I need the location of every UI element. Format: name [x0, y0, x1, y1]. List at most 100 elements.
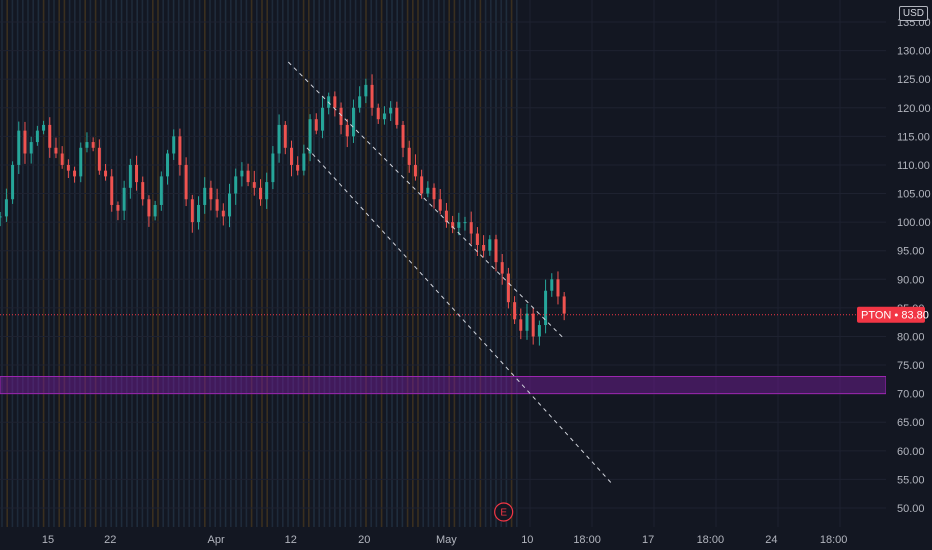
candle-body — [252, 182, 256, 188]
price-axis-ticks: 135.00130.00125.00120.00115.00110.00105.… — [897, 17, 931, 515]
price-tick-label: 125.00 — [897, 74, 931, 86]
candle-body — [54, 147, 58, 154]
price-tick-label: 50.00 — [897, 503, 925, 515]
price-tick-label: 105.00 — [897, 189, 931, 201]
candle-body — [296, 164, 300, 171]
channel-lower-line[interactable] — [306, 147, 614, 486]
candle-body — [240, 170, 244, 177]
time-axis[interactable] — [0, 527, 886, 550]
candle-body — [302, 153, 306, 171]
time-tick-label: Apr — [208, 534, 225, 546]
candle-body — [537, 325, 541, 337]
candle-body — [60, 153, 64, 165]
candle-body — [79, 147, 83, 177]
candle-body — [17, 130, 21, 165]
candle-body — [23, 130, 27, 154]
candle-body — [314, 119, 318, 131]
candle-body — [550, 279, 554, 291]
support-zone[interactable] — [0, 375, 887, 395]
time-tick-label: 12 — [285, 534, 297, 546]
candle-body — [333, 96, 337, 108]
currency-label[interactable]: USD — [898, 6, 928, 21]
candle-body — [215, 199, 219, 211]
price-tick-label: 95.00 — [897, 246, 925, 258]
candle-body — [4, 199, 8, 217]
candle-body — [66, 164, 70, 171]
time-tick-label: 17 — [642, 534, 654, 546]
price-tick-label: 60.00 — [897, 446, 925, 458]
candle-body — [85, 142, 89, 148]
candle-body — [451, 222, 455, 228]
price-tick-label: 55.00 — [897, 474, 925, 486]
price-tick-label: 100.00 — [897, 217, 931, 229]
candle-body — [413, 164, 417, 177]
candle-body — [197, 204, 201, 223]
time-tick-label: 15 — [42, 534, 54, 546]
price-tick-label: 65.00 — [897, 417, 925, 429]
candle-body — [141, 182, 145, 200]
candle-body — [513, 302, 517, 320]
last-price-tag: PTON • 83.80 — [857, 306, 929, 323]
candle-body — [438, 199, 442, 211]
candle-body — [228, 193, 232, 217]
candle-body — [246, 170, 250, 183]
candle-body — [116, 204, 120, 211]
candle-body — [382, 113, 386, 120]
time-tick-label: 22 — [104, 534, 116, 546]
candle-body — [506, 273, 510, 303]
price-tick-label: 120.00 — [897, 103, 931, 115]
candle-body — [271, 153, 275, 183]
candle-body — [159, 176, 163, 205]
candle-body — [234, 176, 238, 194]
candle-body — [221, 210, 225, 217]
price-tick-label: 110.00 — [897, 160, 930, 172]
candle-body — [29, 142, 33, 154]
channel-upper-line[interactable] — [287, 61, 566, 340]
candle-body — [531, 313, 535, 337]
price-tick-label: 75.00 — [897, 360, 925, 372]
candle-body — [562, 296, 566, 314]
candle-body — [500, 262, 504, 274]
candle-body — [444, 210, 448, 223]
price-tick-label: 70.00 — [897, 389, 925, 401]
time-tick-label: 18:00 — [573, 534, 601, 546]
time-axis-ticks: 15 22 Apr 12 20 May 10 18:00 17 18:00 24 18:00 — [42, 534, 847, 546]
candle-body — [147, 199, 151, 217]
candle-body — [190, 199, 194, 223]
candle-body — [135, 164, 139, 183]
price-axis[interactable] — [886, 0, 932, 550]
candle-body — [525, 313, 529, 331]
candle-body — [457, 222, 461, 228]
candle-body — [42, 124, 46, 131]
session-separators — [1, 0, 841, 527]
candle-body — [203, 187, 207, 205]
candle-body — [166, 153, 170, 177]
candle-body — [469, 222, 473, 234]
candle-body — [407, 147, 411, 165]
candle-body — [475, 233, 479, 245]
candle-body — [73, 170, 77, 177]
candle-body — [184, 164, 188, 200]
candle-body — [178, 136, 182, 165]
candle-body — [351, 107, 355, 137]
time-tick-label: 20 — [358, 534, 370, 546]
candle-body — [104, 170, 108, 177]
candle-body — [128, 164, 132, 188]
time-tick-label: 18:00 — [820, 534, 848, 546]
candle-body — [463, 222, 467, 224]
candle-body — [265, 182, 269, 200]
earnings-marker[interactable]: E — [494, 502, 514, 522]
candle-body — [91, 142, 95, 148]
candlestick-series — [0, 74, 566, 346]
candle-body — [172, 136, 176, 154]
candle-body — [432, 187, 436, 200]
candle-body — [153, 204, 157, 217]
candle-body — [35, 130, 39, 143]
price-tick-label: 80.00 — [897, 331, 925, 343]
candle-body — [389, 107, 393, 114]
candle-body — [110, 176, 114, 205]
time-tick-label: 10 — [521, 534, 533, 546]
candle-body — [209, 187, 213, 200]
price-tick-label: 90.00 — [897, 274, 925, 286]
